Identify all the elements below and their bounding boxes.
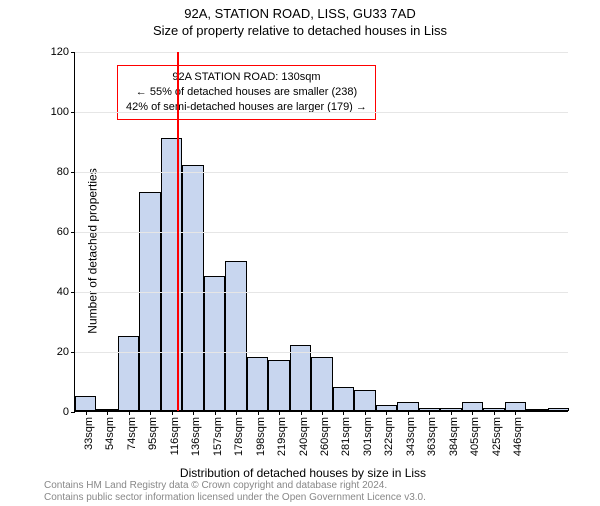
xtick-label: 33sqm — [83, 417, 95, 450]
xtick-label: 363sqm — [426, 417, 438, 456]
grid-line — [75, 292, 568, 293]
xtick-mark — [236, 411, 237, 415]
xtick-label: 74sqm — [126, 417, 138, 450]
grid-line — [75, 52, 568, 53]
ytick-label: 100 — [39, 106, 75, 118]
bar — [204, 276, 225, 411]
xtick-mark — [193, 411, 194, 415]
xtick-mark — [86, 411, 87, 415]
xtick-mark — [129, 411, 130, 415]
xtick-label: 384sqm — [448, 417, 460, 456]
xtick-mark — [515, 411, 516, 415]
xtick-mark — [215, 411, 216, 415]
xtick-label: 343sqm — [405, 417, 417, 456]
ytick-label: 0 — [39, 406, 75, 418]
bar — [311, 357, 332, 411]
xtick-mark — [258, 411, 259, 415]
bar — [354, 390, 375, 411]
plot-area: 92A STATION ROAD: 130sqm ← 55% of detach… — [74, 52, 568, 412]
xtick-mark — [494, 411, 495, 415]
xtick-label: 95sqm — [147, 417, 159, 450]
bar — [247, 357, 268, 411]
bar — [161, 138, 182, 411]
page-title: 92A, STATION ROAD, LISS, GU33 7AD — [0, 6, 600, 21]
xtick-mark — [386, 411, 387, 415]
xtick-label: 178sqm — [233, 417, 245, 456]
footer-line-2: Contains public sector information licen… — [44, 492, 426, 503]
annotation-line-1: 92A STATION ROAD: 130sqm — [126, 70, 367, 85]
x-axis-label: Distribution of detached houses by size … — [34, 466, 572, 480]
xtick-mark — [279, 411, 280, 415]
footer-line-1: Contains HM Land Registry data © Crown c… — [44, 480, 387, 491]
bar — [548, 408, 569, 411]
xtick-label: 54sqm — [104, 417, 116, 450]
bar — [397, 402, 418, 411]
xtick-mark — [172, 411, 173, 415]
xtick-label: 260sqm — [319, 417, 331, 456]
ytick-label: 20 — [39, 346, 75, 358]
xtick-label: 240sqm — [298, 417, 310, 456]
xtick-mark — [150, 411, 151, 415]
xtick-label: 198sqm — [255, 417, 267, 456]
marker-line — [177, 52, 179, 411]
bar — [290, 345, 311, 411]
bar — [462, 402, 483, 411]
xtick-label: 425sqm — [491, 417, 503, 456]
annotation-line-2: ← 55% of detached houses are smaller (23… — [126, 85, 367, 100]
xtick-label: 301sqm — [362, 417, 374, 456]
xtick-mark — [429, 411, 430, 415]
xtick-label: 322sqm — [383, 417, 395, 456]
grid-line — [75, 172, 568, 173]
xtick-label: 157sqm — [212, 417, 224, 456]
xtick-mark — [301, 411, 302, 415]
bar — [505, 402, 526, 411]
xtick-mark — [408, 411, 409, 415]
ytick-label: 120 — [39, 46, 75, 58]
ytick-label: 40 — [39, 286, 75, 298]
chart: Number of detached properties 92A STATIO… — [34, 52, 572, 450]
grid-line — [75, 112, 568, 113]
xtick-label: 405sqm — [469, 417, 481, 456]
bar — [182, 165, 203, 411]
grid-line — [75, 352, 568, 353]
xtick-label: 446sqm — [512, 417, 524, 456]
page-subtitle: Size of property relative to detached ho… — [0, 23, 600, 38]
bar — [75, 396, 96, 411]
bar — [526, 409, 547, 411]
xtick-label: 116sqm — [169, 417, 181, 455]
bar — [118, 336, 139, 411]
xtick-label: 136sqm — [190, 417, 202, 456]
xtick-mark — [343, 411, 344, 415]
xtick-label: 281sqm — [340, 417, 352, 456]
ytick-label: 60 — [39, 226, 75, 238]
bar — [333, 387, 354, 411]
xtick-label: 219sqm — [276, 417, 288, 456]
ytick-label: 80 — [39, 166, 75, 178]
xtick-mark — [322, 411, 323, 415]
xtick-mark — [365, 411, 366, 415]
bar — [268, 360, 289, 411]
xtick-mark — [107, 411, 108, 415]
xtick-mark — [472, 411, 473, 415]
xtick-mark — [451, 411, 452, 415]
bar — [225, 261, 246, 411]
grid-line — [75, 232, 568, 233]
bar — [139, 192, 160, 411]
